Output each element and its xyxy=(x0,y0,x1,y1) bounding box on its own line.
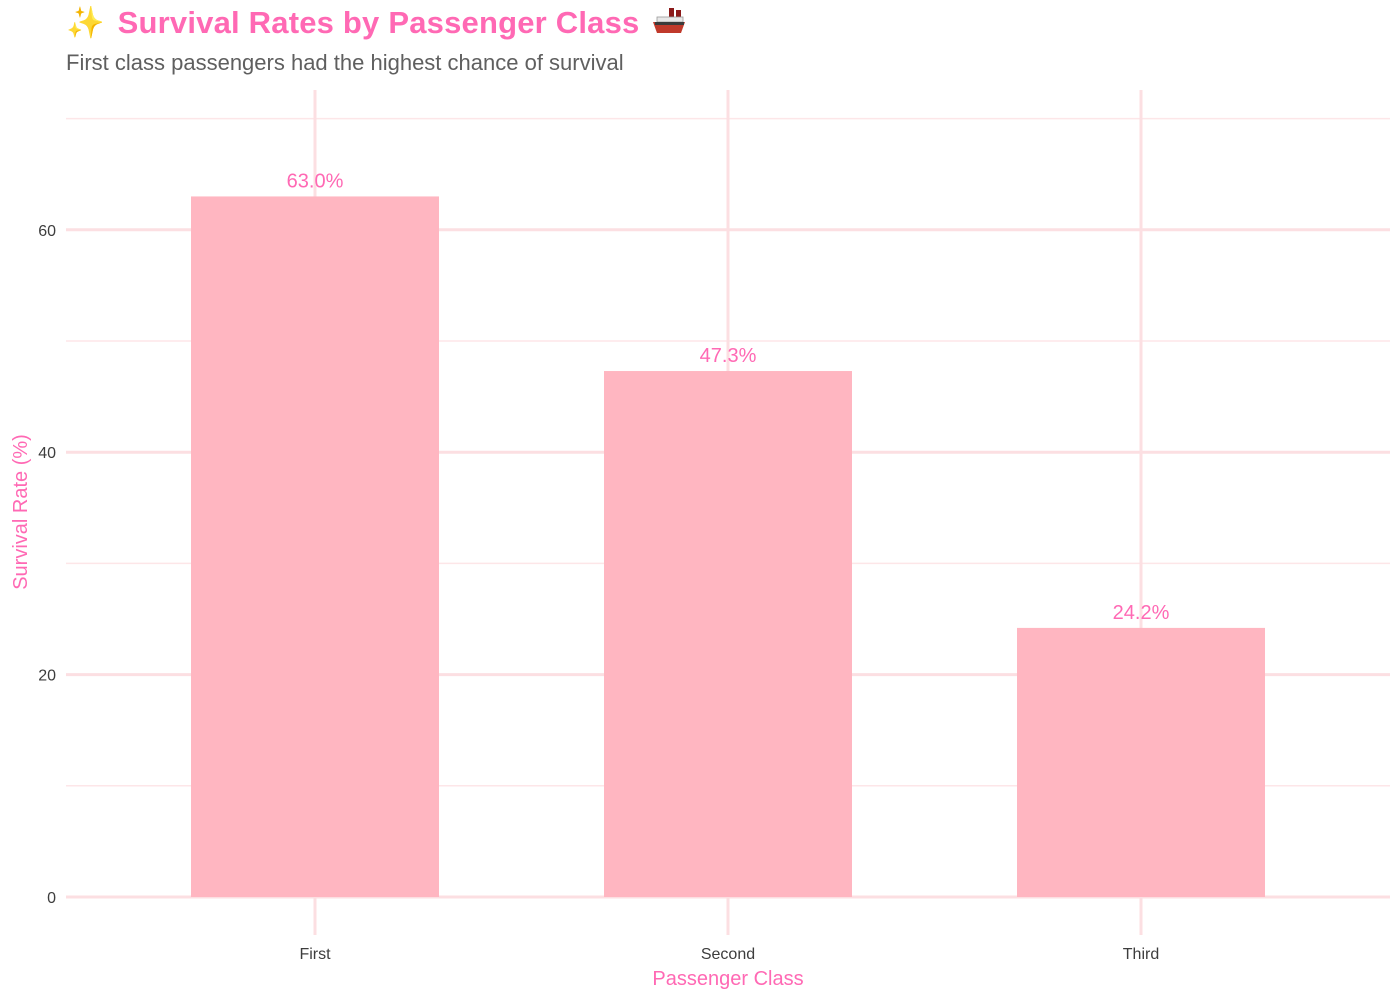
sparkles-icon: ✨ xyxy=(66,5,105,40)
x-tick-label: First xyxy=(299,946,331,963)
bar-second xyxy=(604,371,852,897)
chart-title-text: Survival Rates by Passenger Class xyxy=(117,5,640,40)
ship-icon xyxy=(653,8,686,33)
bar-first xyxy=(191,196,439,897)
y-axis-title: Survival Rate (%) xyxy=(10,434,32,590)
chart-subtitle: First class passengers had the highest c… xyxy=(66,50,624,75)
bar-value-label: 47.3% xyxy=(700,345,757,367)
bar-value-label: 24.2% xyxy=(1113,602,1170,624)
y-tick-label: 60 xyxy=(38,223,56,240)
bar-third xyxy=(1017,627,1265,897)
x-tick-label: Second xyxy=(701,946,755,963)
y-tick-label: 40 xyxy=(38,445,56,462)
y-tick-label: 20 xyxy=(38,668,56,685)
x-axis-title: Passenger Class xyxy=(652,968,803,990)
x-tick-label: Third xyxy=(1123,946,1159,963)
bar-value-label: 63.0% xyxy=(287,170,344,192)
chart-title: ✨ Survival Rates by Passenger Class xyxy=(66,4,686,41)
y-tick-label: 0 xyxy=(47,890,56,907)
